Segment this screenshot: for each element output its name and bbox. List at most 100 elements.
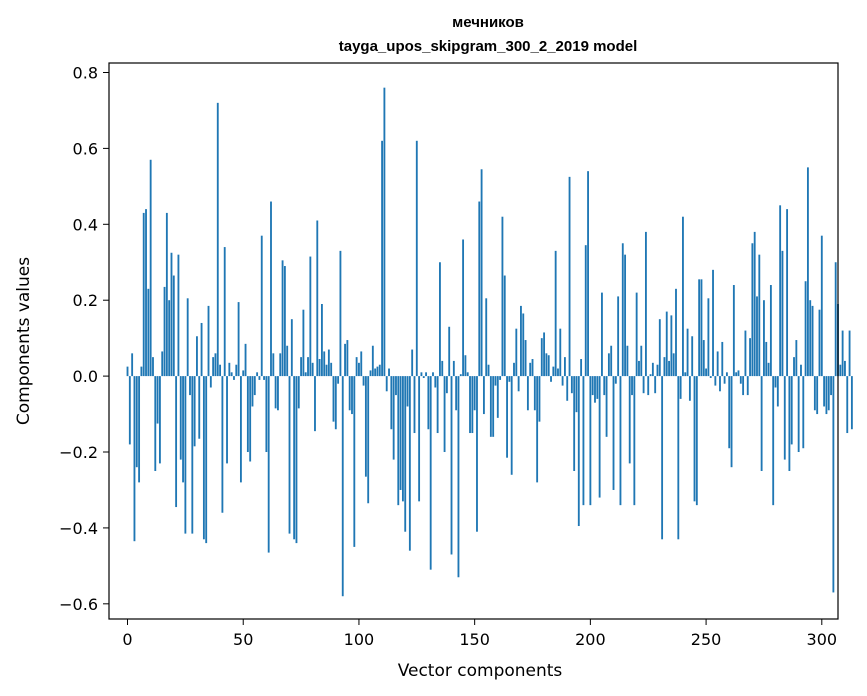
bar-176 [533,376,536,411]
bar-134 [436,376,439,434]
bar-25 [184,376,187,534]
bar-237 [675,288,677,377]
bar-144 [459,374,462,377]
bar-106 [371,345,374,377]
bar-245 [693,376,696,502]
bar-299 [818,309,821,377]
bar-10 [149,159,152,377]
x-tick-label: 150 [459,630,490,649]
bar-55 [253,376,256,396]
bar-275 [763,300,765,377]
bar-31 [198,376,201,439]
bar-69 [286,345,289,377]
bar-57 [258,376,261,380]
bar-52 [246,376,249,453]
bar-258 [723,376,726,384]
bar-96 [348,376,351,411]
bar-30 [196,336,198,377]
bar-70 [288,376,291,534]
bar-216 [626,345,629,377]
bar-93 [341,376,344,597]
bar-7 [142,212,145,377]
bar-239 [679,376,682,399]
bar-254 [714,376,717,386]
bar-288 [793,357,795,377]
bar-90 [334,376,337,430]
bar-313 [850,376,853,430]
bar-243 [688,376,691,401]
bar-211 [614,376,617,384]
bar-251 [707,298,710,377]
bar-91 [337,376,340,384]
bar-236 [672,353,675,377]
bar-312 [848,330,851,377]
bar-233 [665,311,668,377]
bar-302 [825,376,828,415]
bar-181 [545,353,548,377]
bar-231 [661,376,664,540]
bar-63 [272,353,275,377]
bar-280 [774,376,777,388]
bar-110 [381,140,384,377]
bar-247 [698,279,701,377]
bar-224 [644,231,647,377]
bar-187 [559,328,562,377]
bar-199 [587,171,589,377]
bar-290 [797,376,800,453]
bar-17 [165,212,168,377]
bar-232 [663,357,666,377]
bar-291 [800,364,802,377]
bar-97 [351,376,353,415]
bar-35 [207,305,210,377]
bar-186 [557,368,559,377]
bar-126 [418,376,421,502]
bar-201 [591,376,594,396]
bar-160 [496,376,499,418]
bar-300 [820,235,823,377]
bar-175 [531,359,534,377]
bar-129 [425,372,427,377]
bar-272 [756,296,758,377]
bar-213 [619,376,622,506]
x-axis-ticks: 0 50 100 150 200 250 300 [122,619,837,649]
bar-195 [577,376,580,527]
bar-225 [647,376,650,396]
bar-179 [540,338,543,377]
bar-297 [813,376,816,411]
bar-194 [575,376,578,413]
bar-246 [695,376,698,506]
bar-132 [432,372,434,377]
bar-162 [501,216,504,377]
bar-39 [216,102,219,377]
bar-113 [388,368,390,377]
bar-178 [538,376,541,422]
bar-103 [364,376,367,477]
bar-147 [466,372,469,377]
bar-259 [725,372,728,377]
bar-66 [279,353,282,377]
bar-248 [700,279,703,377]
bar-294 [806,167,809,377]
bar-119 [401,376,404,502]
bar-36 [209,376,212,388]
bar-71 [290,319,293,377]
bar-226 [649,374,652,377]
y-tick-label: 0.6 [73,139,98,158]
bar-253 [712,269,714,377]
bar-64 [274,376,277,409]
y-tick-label: −0.4 [59,519,98,538]
bar-141 [452,360,455,377]
bar-260 [728,376,731,449]
bar-296 [811,305,814,377]
bar-196 [580,359,583,377]
bar-149 [471,376,474,434]
bar-184 [552,366,555,377]
bar-34 [205,376,208,544]
bar-140 [450,376,453,555]
bar-22 [177,254,180,377]
bar-156 [487,364,490,377]
bar-269 [749,338,751,377]
bar-65 [277,376,279,411]
bar-59 [263,376,265,380]
bar-100 [358,362,360,377]
